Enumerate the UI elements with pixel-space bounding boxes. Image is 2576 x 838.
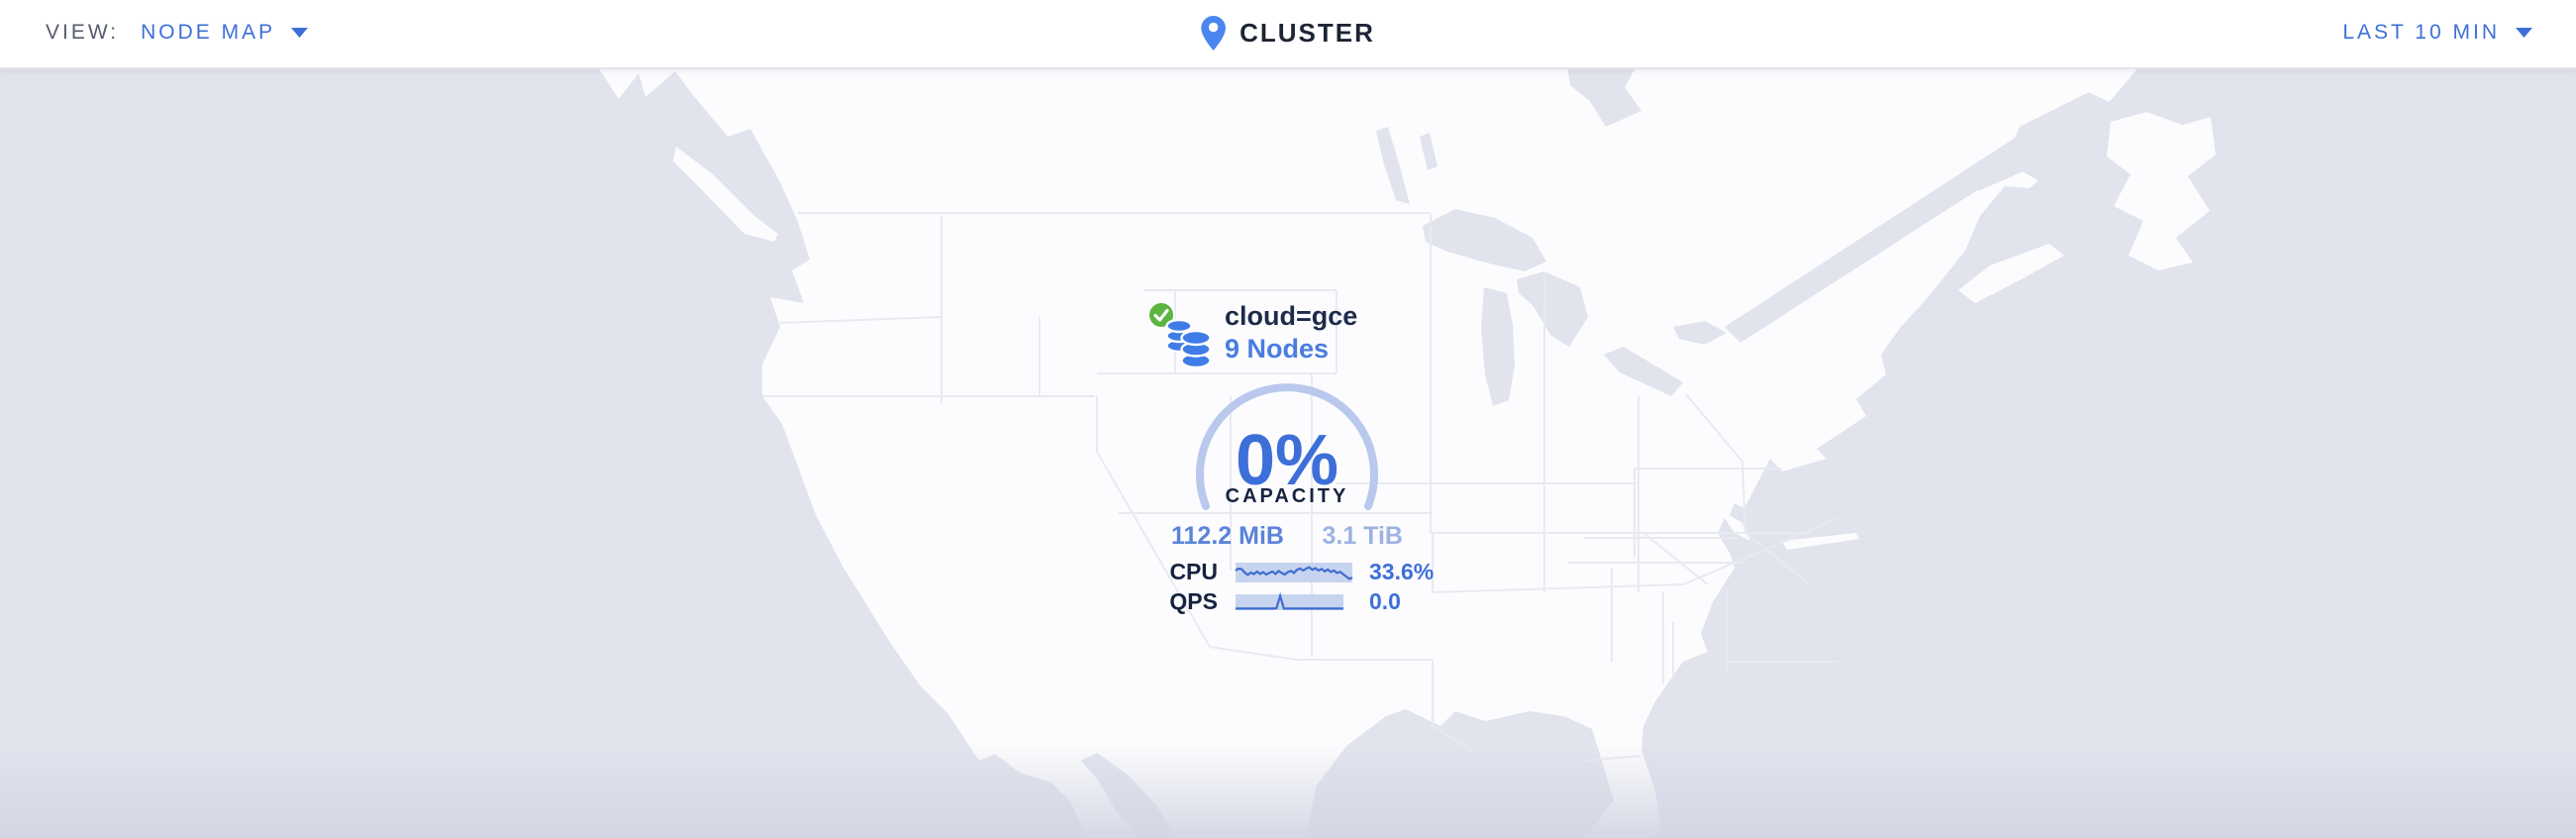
qps-metric-row: QPS 0.0 — [1119, 588, 1401, 615]
lake-ontario — [1673, 321, 1727, 345]
lake-erie — [1604, 347, 1683, 396]
time-range-selector[interactable]: LAST 10 MIN — [2342, 0, 2532, 65]
bay-of-fundy — [1965, 155, 2034, 191]
qps-value: 0.0 — [1369, 588, 1401, 614]
qps-label: QPS — [1169, 588, 1218, 614]
cpu-sparkline-box — [1236, 562, 1352, 582]
lake-winnipegosis — [1420, 133, 1437, 170]
cpu-sparkline — [1236, 563, 1352, 582]
map-pin-icon — [1201, 15, 1226, 51]
qps-sparkline-box — [1236, 593, 1343, 610]
view-value: NODE MAP — [141, 21, 276, 44]
lake-huron — [1517, 271, 1588, 347]
capacity-total: 3.1 TiB — [1322, 522, 1403, 550]
newfoundland-island — [2107, 112, 2216, 270]
top-toolbar: VIEW: NODE MAP CLUSTER LAST 10 MIN — [0, 0, 2576, 69]
caret-down-icon — [291, 28, 309, 38]
outer-banks — [1782, 533, 1859, 550]
caret-down-icon — [2516, 28, 2532, 38]
hudson-bay — [1567, 67, 1641, 127]
capacity-used: 112.2 MiB — [1171, 522, 1284, 550]
time-range-value: LAST 10 MIN — [2342, 21, 2500, 44]
cpu-label: CPU — [1169, 559, 1218, 584]
nova-scotia — [1958, 244, 2064, 303]
capacity-label: CAPACITY — [1225, 485, 1349, 507]
lake-winnipeg — [1376, 127, 1410, 204]
breadcrumb-cluster-label: CLUSTER — [1239, 17, 1375, 48]
view-label: VIEW: — [46, 21, 120, 44]
lake-michigan — [1481, 287, 1515, 406]
qps-sparkline — [1236, 594, 1343, 610]
state-borders — [762, 212, 1840, 762]
breadcrumb: CLUSTER — [1201, 0, 1375, 65]
lake-superior — [1423, 209, 1546, 271]
capacity-percent: 0% — [1235, 421, 1339, 500]
locality-marker-cloud-gce[interactable]: cloud=gce 9 Nodes — [1143, 292, 1500, 381]
cpu-metric-row: CPU 33.6% — [1119, 559, 1434, 585]
capacity-values: 112.2 MiB 3.1 TiB — [1171, 522, 1403, 551]
gulf-of-st-lawrence — [2005, 92, 2129, 236]
cpu-value: 33.6% — [1369, 559, 1435, 584]
vancouver-island — [673, 147, 778, 242]
locality-label: cloud=gce — [1225, 301, 1358, 331]
capacity-gauge-arc — [1196, 383, 1378, 510]
view-selector[interactable]: VIEW: NODE MAP — [46, 0, 309, 65]
check-circle-icon — [1147, 301, 1175, 329]
database-stack-icon — [1165, 318, 1212, 369]
node-count-link[interactable]: 9 Nodes — [1225, 334, 1330, 364]
